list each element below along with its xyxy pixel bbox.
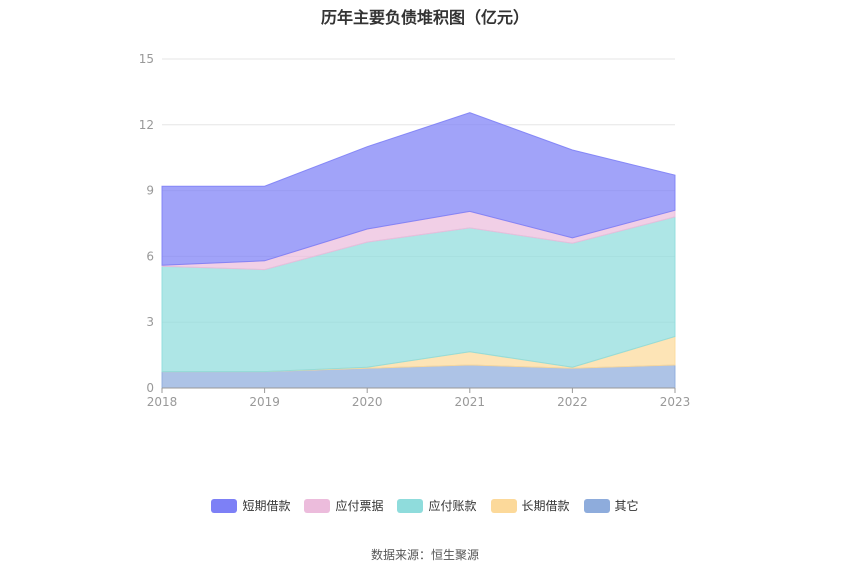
y-tick-label: 0 xyxy=(146,381,154,395)
legend-label: 长期借款 xyxy=(521,499,570,513)
legend-item-long-term-loans[interactable]: 长期借款 xyxy=(490,497,570,514)
legend-label: 短期借款 xyxy=(242,499,291,513)
y-tick-label: 15 xyxy=(139,52,154,66)
legend-swatch xyxy=(211,498,238,513)
y-tick-label: 6 xyxy=(146,249,154,263)
axis-layer: 0 3 6 9 12 15 2018 2019 2020 2021 2022 2023 xyxy=(139,52,691,409)
legend-item-accounts-payable[interactable]: 应付账款 xyxy=(397,497,477,514)
area-series xyxy=(161,112,676,266)
x-tick-label: 2019 xyxy=(249,395,280,409)
legend-item-other[interactable]: 其它 xyxy=(583,497,639,514)
data-source-note: 数据来源：恒生聚源 xyxy=(370,548,479,562)
y-tick-label: 9 xyxy=(146,184,154,198)
legend-label: 其它 xyxy=(614,499,639,513)
y-tick-label: 12 xyxy=(139,118,154,132)
legend-swatch xyxy=(304,498,331,513)
stacked-area-chart: 0 3 6 9 12 15 2018 2019 2020 2021 2022 2023 xyxy=(139,52,691,409)
chart-title: 历年主要负债堆积图（亿元） xyxy=(320,8,529,27)
legend-item-notes-payable[interactable]: 应付票据 xyxy=(304,497,383,514)
legend-swatch xyxy=(583,498,610,513)
legend-label: 应付账款 xyxy=(428,499,477,513)
x-tick-label: 2021 xyxy=(455,395,486,409)
legend: 短期借款 应付票据 应付账款 长期借款 其它 xyxy=(0,497,850,514)
legend-swatch xyxy=(397,498,424,513)
y-tick-label: 3 xyxy=(146,315,154,329)
x-tick-label: 2023 xyxy=(660,395,691,409)
x-tick-label: 2018 xyxy=(147,395,178,409)
area-layer xyxy=(161,112,676,389)
x-tick-label: 2020 xyxy=(352,395,383,409)
x-tick-label: 2022 xyxy=(557,395,588,409)
legend-label: 应付票据 xyxy=(335,499,384,513)
legend-item-short-term-loans[interactable]: 短期借款 xyxy=(211,497,290,514)
legend-swatch xyxy=(490,498,517,513)
